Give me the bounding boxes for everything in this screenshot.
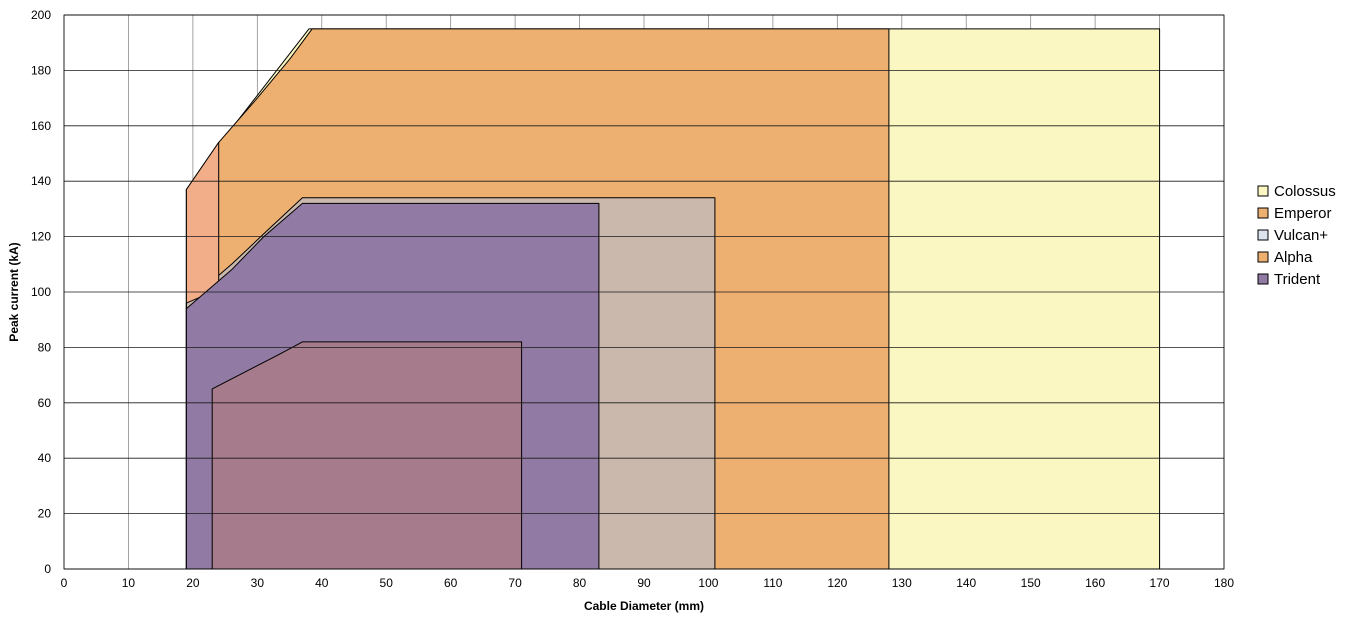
legend-swatch (1257, 207, 1269, 219)
y-tick-label: 0 (44, 562, 51, 576)
legend-label: Colossus (1274, 183, 1336, 200)
legend-label: Emperor (1274, 205, 1332, 222)
x-tick-label: 160 (1085, 576, 1105, 590)
x-tick-label: 40 (315, 576, 329, 590)
x-tick-label: 50 (380, 576, 394, 590)
y-axis-title: Peak current (kA) (7, 242, 21, 341)
y-tick-label: 140 (31, 174, 51, 188)
x-tick-label: 90 (637, 576, 651, 590)
y-tick-label: 80 (38, 340, 52, 354)
legend-swatch (1257, 229, 1269, 241)
legend: Colossus Emperor Vulcan+ Alpha Trident (1257, 183, 1336, 288)
legend-label: Vulcan+ (1274, 227, 1328, 244)
x-tick-label: 70 (508, 576, 522, 590)
y-tick-label: 120 (31, 230, 51, 244)
y-tick-label: 160 (31, 119, 51, 133)
x-tick-label: 140 (956, 576, 976, 590)
x-tick-label: 0 (61, 576, 68, 590)
legend-swatch (1257, 185, 1269, 197)
x-tick-label: 110 (763, 576, 782, 590)
y-tick-label: 60 (38, 396, 52, 410)
x-tick-label: 120 (827, 576, 847, 590)
y-tick-label: 180 (31, 63, 51, 77)
legend-swatch (1257, 251, 1269, 263)
x-tick-label: 130 (892, 576, 912, 590)
axes (63, 14, 1225, 570)
legend-label: Alpha (1274, 249, 1313, 266)
y-tick-labels: 0 20 40 60 80 100 120 140 160 180 200 (31, 8, 51, 576)
plot-border (63, 14, 1225, 570)
legend-swatch (1257, 273, 1269, 285)
y-tick-label: 100 (31, 285, 51, 299)
x-axis-title: Cable Diameter (mm) (584, 599, 704, 613)
y-tick-label: 20 (38, 507, 52, 521)
x-tick-label: 170 (1150, 576, 1170, 590)
x-tick-labels: 0 10 20 30 40 50 60 70 80 90 100 110 120 130 140 150 160… (61, 576, 1235, 590)
x-tick-label: 20 (186, 576, 200, 590)
x-tick-label: 150 (1021, 576, 1041, 590)
x-tick-label: 60 (444, 576, 458, 590)
y-tick-label: 40 (38, 451, 52, 465)
x-tick-label: 80 (573, 576, 587, 590)
x-tick-label: 180 (1214, 576, 1234, 590)
legend-label: Trident (1274, 271, 1321, 288)
area-region-5 (211, 341, 523, 570)
x-tick-label: 100 (698, 576, 718, 590)
x-tick-label: 10 (122, 576, 136, 590)
y-tick-label: 200 (31, 8, 51, 22)
plot-areas (185, 28, 1161, 570)
x-tick-label: 30 (251, 576, 265, 590)
